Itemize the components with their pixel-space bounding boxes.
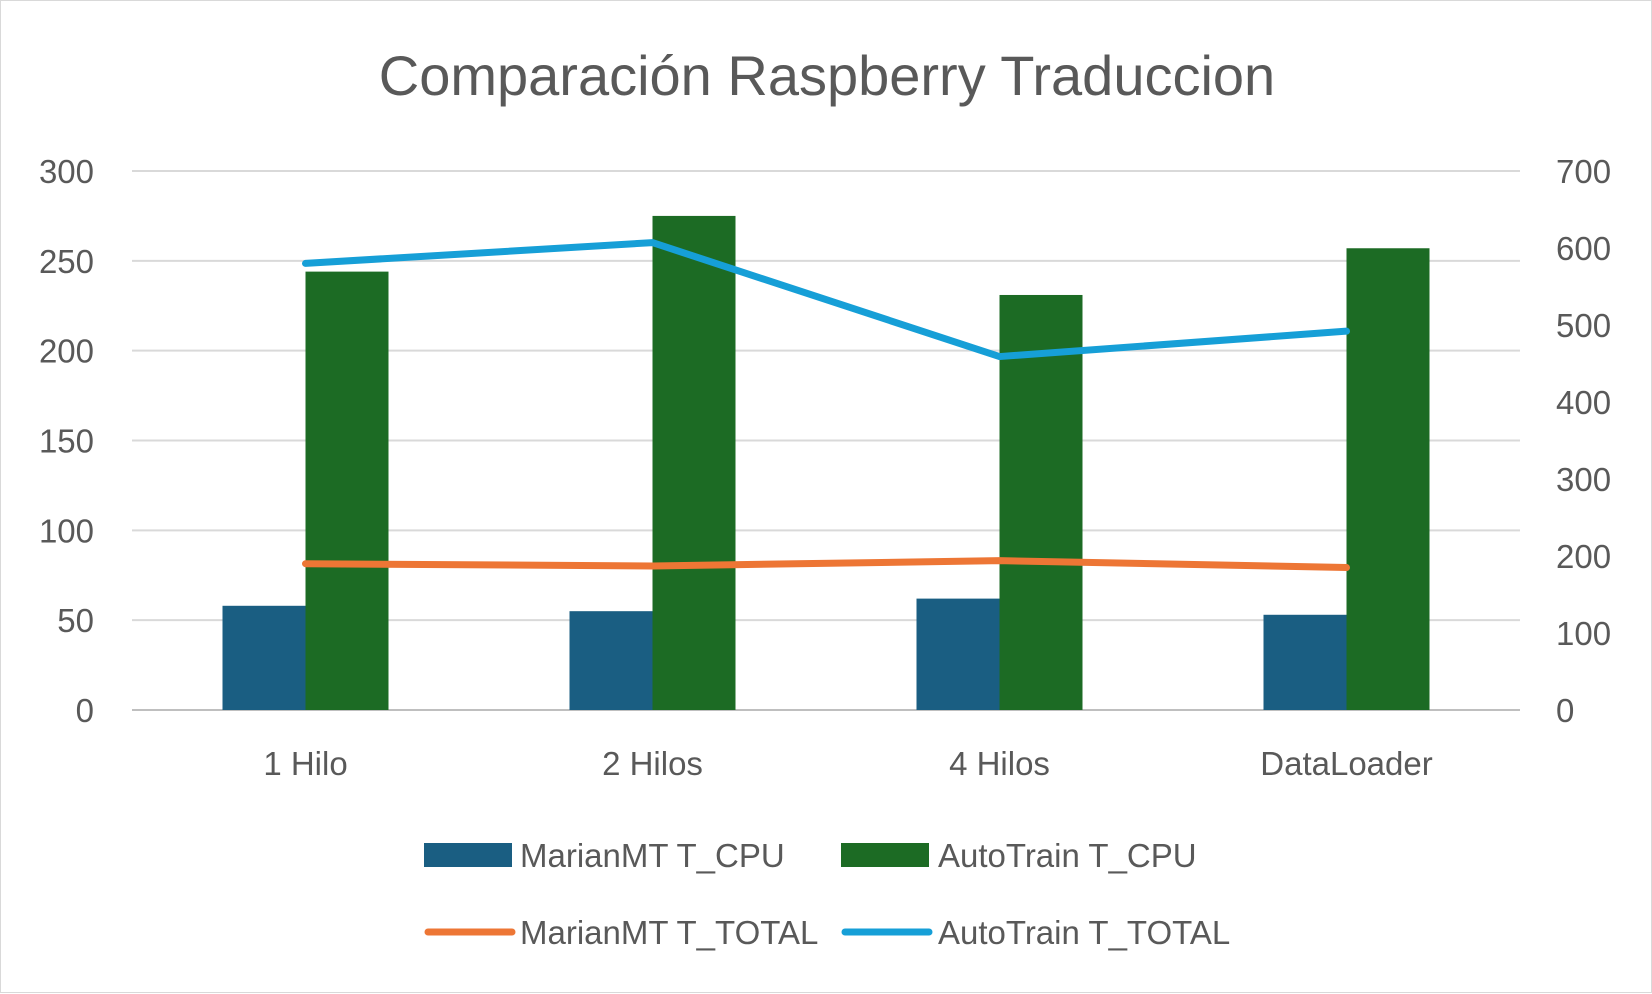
y-right-tick-label: 600 — [1556, 230, 1611, 267]
y-right-tick-label: 700 — [1556, 153, 1611, 190]
bar — [569, 611, 653, 710]
x-tick-label: DataLoader — [1260, 745, 1432, 782]
legend-label: AutoTrain T_CPU — [938, 837, 1197, 874]
y-left-tick-label: 250 — [39, 243, 94, 280]
legend-label: MarianMT T_CPU — [520, 837, 785, 874]
y-left-tick-label: 300 — [39, 153, 94, 190]
bar — [1346, 248, 1430, 711]
y-right-tick-label: 300 — [1556, 461, 1611, 498]
legend-label: MarianMT T_TOTAL — [520, 914, 818, 951]
y-right-tick-label: 100 — [1556, 615, 1611, 652]
y-left-tick-label: 150 — [39, 423, 94, 460]
bar — [652, 215, 736, 710]
bar — [222, 605, 306, 710]
bar — [305, 271, 389, 710]
x-tick-label: 4 Hilos — [949, 745, 1050, 782]
y-right-tick-label: 200 — [1556, 538, 1611, 575]
y-left-tick-label: 200 — [39, 333, 94, 370]
bar — [916, 598, 1000, 710]
y-right-tick-label: 500 — [1556, 307, 1611, 344]
lines — [302, 239, 1350, 572]
y-left-tick-label: 100 — [39, 512, 94, 549]
y-right-tick-label: 0 — [1556, 692, 1574, 729]
x-tick-label: 2 Hilos — [602, 745, 703, 782]
axis-labels: 0 50 100 150 200 250 300 0 100 200 300 400 500 600 700… — [39, 153, 1611, 782]
series-line — [302, 557, 1350, 572]
y-right-tick-label: 400 — [1556, 384, 1611, 421]
legend-label: AutoTrain T_TOTAL — [938, 914, 1230, 951]
y-left-tick-label: 0 — [76, 692, 94, 729]
legend-swatch — [424, 843, 512, 867]
x-tick-label: 1 Hilo — [263, 745, 347, 782]
bars — [222, 215, 1430, 711]
legend-swatch — [841, 843, 929, 867]
bar — [999, 294, 1083, 710]
bar — [1263, 614, 1347, 710]
series-line — [302, 239, 1350, 361]
y-left-tick-label: 50 — [57, 602, 94, 639]
chart-title: Comparación Raspberry Traduccion — [379, 44, 1275, 107]
legend: MarianMT T_CPU AutoTrain T_CPU MarianMT T_… — [424, 837, 1230, 951]
